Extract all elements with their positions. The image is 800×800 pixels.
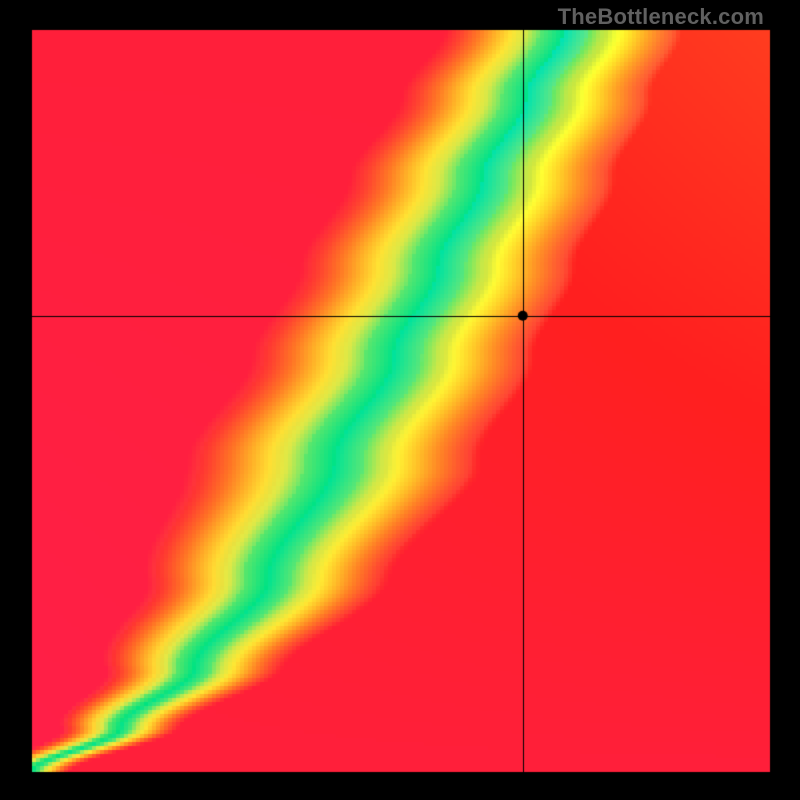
bottleneck-heatmap xyxy=(0,0,800,800)
watermark-label: TheBottleneck.com xyxy=(558,4,764,30)
chart-container: TheBottleneck.com xyxy=(0,0,800,800)
